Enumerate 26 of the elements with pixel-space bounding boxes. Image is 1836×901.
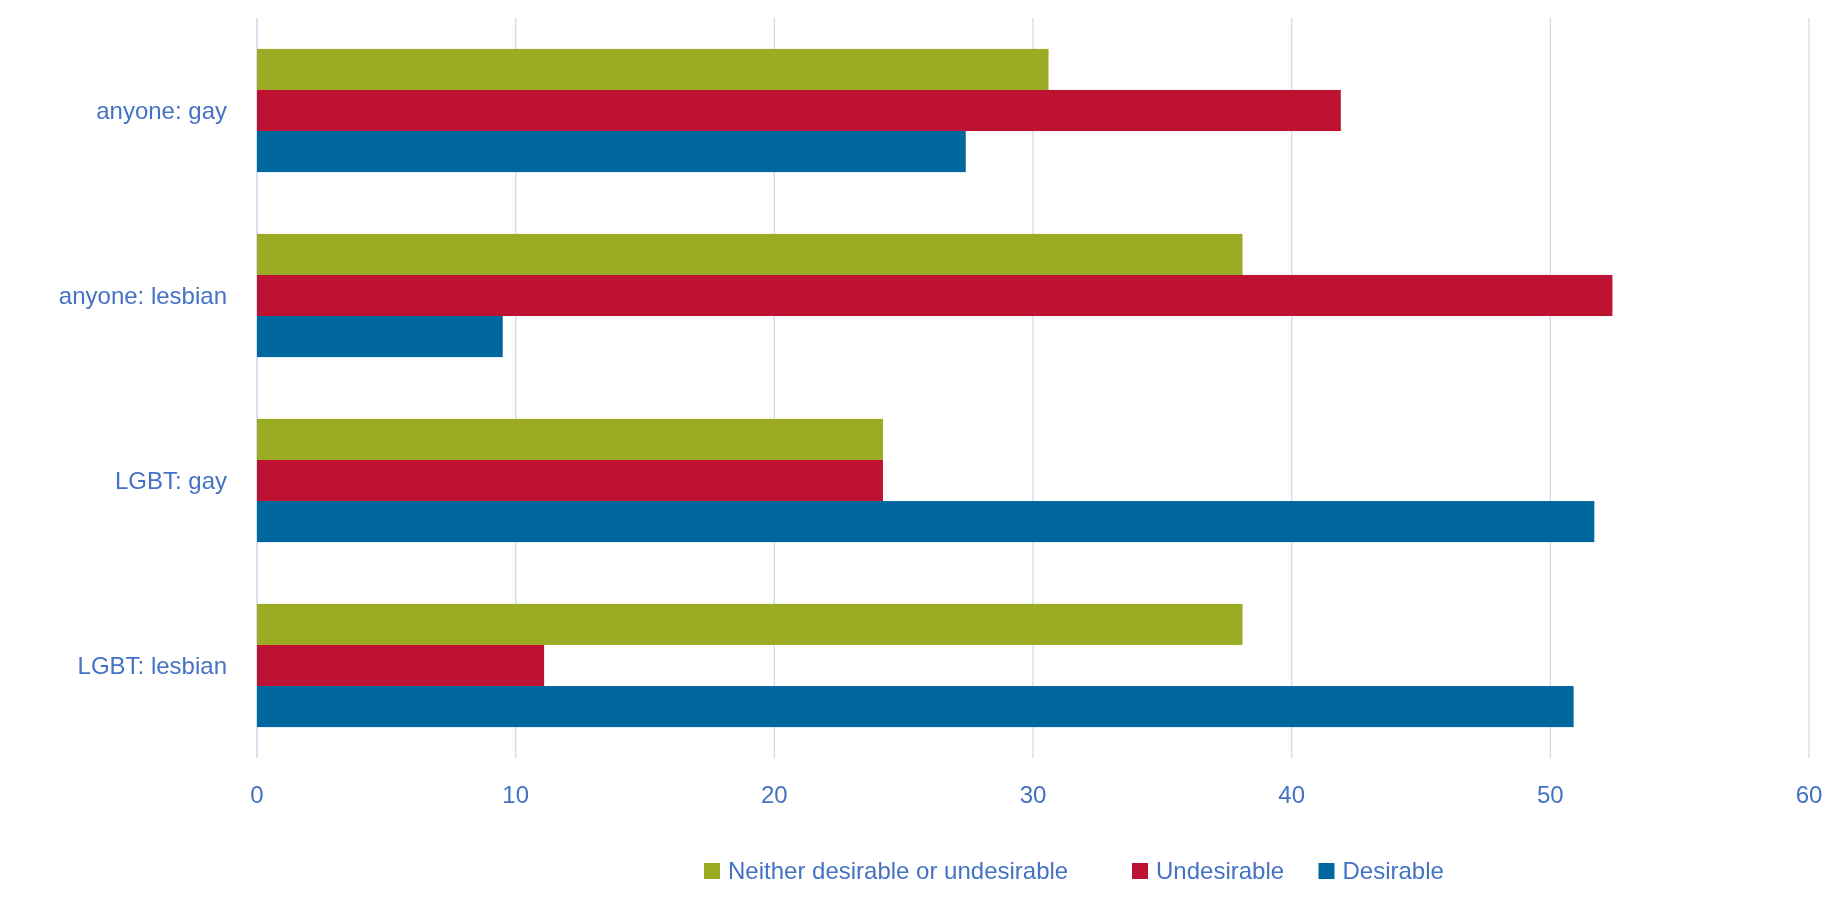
y-tick-label: anyone: lesbian [58,281,227,309]
bar [257,316,503,358]
x-tick-label: 10 [502,781,530,808]
bar [257,89,1341,132]
x-tick-label: 0 [250,781,264,808]
bar [257,274,1613,317]
bar [257,459,883,502]
legend-label: Undesirable [1156,857,1285,884]
x-tick-label: 30 [1019,781,1047,808]
x-tick-label: 20 [760,781,788,808]
bar [257,603,1243,645]
y-tick-label: LGBT: gay [114,466,227,494]
bar [257,418,883,460]
bar [257,644,545,687]
bar [257,48,1049,90]
legend-label: Desirable [1342,857,1444,884]
legend-label: Neither desirable or undesirable [728,857,1069,884]
y-tick-label: anyone: gay [96,96,227,124]
bar [257,233,1243,275]
bar [257,686,1574,728]
x-tick-label: 50 [1536,781,1564,808]
x-tick-label: 40 [1278,781,1306,808]
y-tick-label: LGBT: lesbian [77,651,227,679]
bar [257,501,1595,543]
bar [257,131,966,173]
x-tick-label: 60 [1795,781,1823,808]
